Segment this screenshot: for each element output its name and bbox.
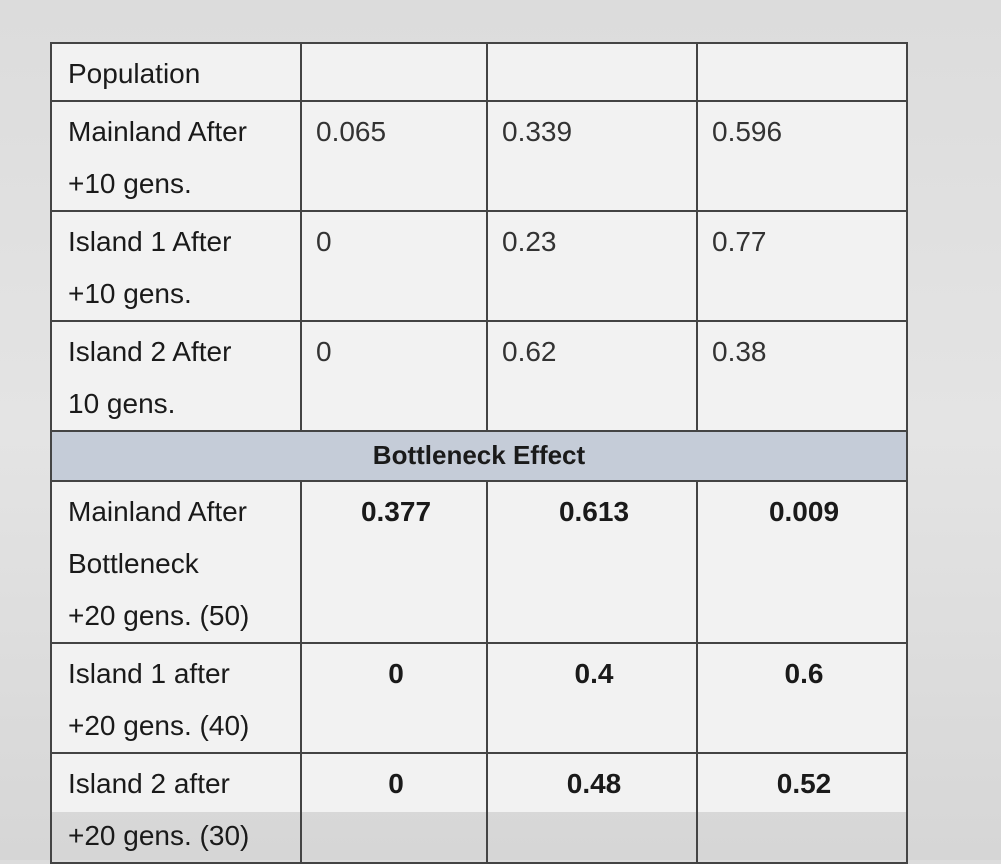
allele-frequency-table: Population Mainland After +10 gens. 0.06…: [50, 42, 908, 864]
value-cell: 0: [300, 210, 488, 322]
table-header-row: Population: [50, 42, 908, 102]
value-cell: 0.009: [696, 480, 908, 644]
value-cell: 0.065: [300, 100, 488, 212]
value-cell: 0: [300, 642, 488, 754]
header-empty-cell: [486, 42, 698, 102]
table-row: Island 2 After 10 gens. 0 0.62 0.38: [50, 320, 908, 432]
value-cell: 0.48: [486, 752, 698, 864]
row-label: Island 1 After +10 gens.: [50, 210, 302, 322]
table-row: Island 1 After +10 gens. 0 0.23 0.77: [50, 210, 908, 322]
value-cell: 0.6: [696, 642, 908, 754]
section-title: Bottleneck Effect: [50, 430, 908, 482]
row-label: Island 1 after +20 gens. (40): [50, 642, 302, 754]
section-header-row: Bottleneck Effect: [50, 430, 908, 482]
value-cell: 0.377: [300, 480, 488, 644]
row-label: Mainland After +10 gens.: [50, 100, 302, 212]
header-empty-cell: [696, 42, 908, 102]
row-label: Island 2 after +20 gens. (30): [50, 752, 302, 864]
value-cell: 0.52: [696, 752, 908, 864]
value-cell: 0: [300, 752, 488, 864]
value-cell: 0.339: [486, 100, 698, 212]
value-cell: 0.23: [486, 210, 698, 322]
row-label: Island 2 After 10 gens.: [50, 320, 302, 432]
row-label: Mainland After Bottleneck +20 gens. (50): [50, 480, 302, 644]
value-cell: 0.77: [696, 210, 908, 322]
value-cell: 0.596: [696, 100, 908, 212]
table-row: Mainland After +10 gens. 0.065 0.339 0.5…: [50, 100, 908, 212]
table-row: Island 1 after +20 gens. (40) 0 0.4 0.6: [50, 642, 908, 754]
header-empty-cell: [300, 42, 488, 102]
value-cell: 0.62: [486, 320, 698, 432]
table-row: Island 2 after +20 gens. (30) 0 0.48 0.5…: [50, 752, 908, 864]
value-cell: 0: [300, 320, 488, 432]
header-population-cell: Population: [50, 42, 302, 102]
value-cell: 0.613: [486, 480, 698, 644]
value-cell: 0.38: [696, 320, 908, 432]
table-row: Mainland After Bottleneck +20 gens. (50)…: [50, 480, 908, 644]
value-cell: 0.4: [486, 642, 698, 754]
document-sheet: Population Mainland After +10 gens. 0.06…: [50, 42, 908, 864]
